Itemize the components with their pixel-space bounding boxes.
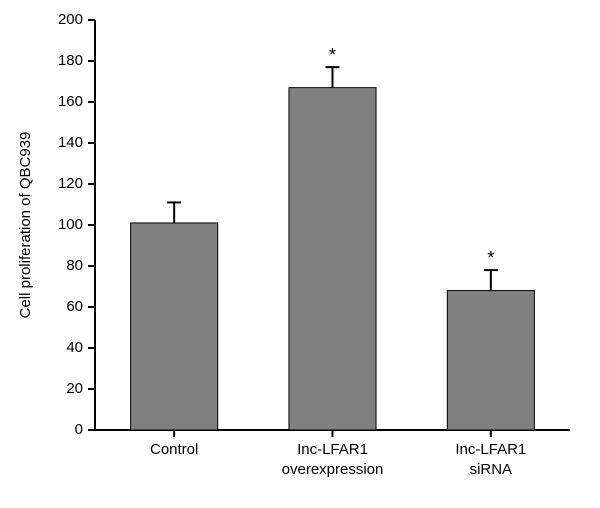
significance-marker: * <box>329 45 336 65</box>
significance-marker: * <box>487 248 494 268</box>
y-tick-label: 140 <box>58 134 83 151</box>
y-tick-label: 120 <box>58 175 83 192</box>
category-label: overexpression <box>282 461 384 478</box>
bar-chart: 0 20 40 60 80 100 120 140 160 180 200 Cell prolifer… <box>0 0 600 508</box>
y-axis-title: Cell proliferation of QBC939 <box>17 132 34 319</box>
y-tick-label: 20 <box>66 380 83 397</box>
category-label: Control <box>150 441 198 458</box>
bar <box>289 88 376 430</box>
y-tick-label: 100 <box>58 216 83 233</box>
category-label: siRNA <box>470 461 513 478</box>
category-label: Inc-LFAR1 <box>455 441 526 458</box>
y-tick-label: 40 <box>66 339 83 356</box>
y-tick-label: 160 <box>58 93 83 110</box>
bar <box>447 291 534 430</box>
y-tick-label: 0 <box>75 421 83 438</box>
bar <box>131 223 218 430</box>
category-label: Inc-LFAR1 <box>297 441 368 458</box>
y-tick-label: 60 <box>66 298 83 315</box>
y-tick-label: 180 <box>58 52 83 69</box>
y-tick-label: 80 <box>66 257 83 274</box>
y-tick-label: 200 <box>58 11 83 28</box>
